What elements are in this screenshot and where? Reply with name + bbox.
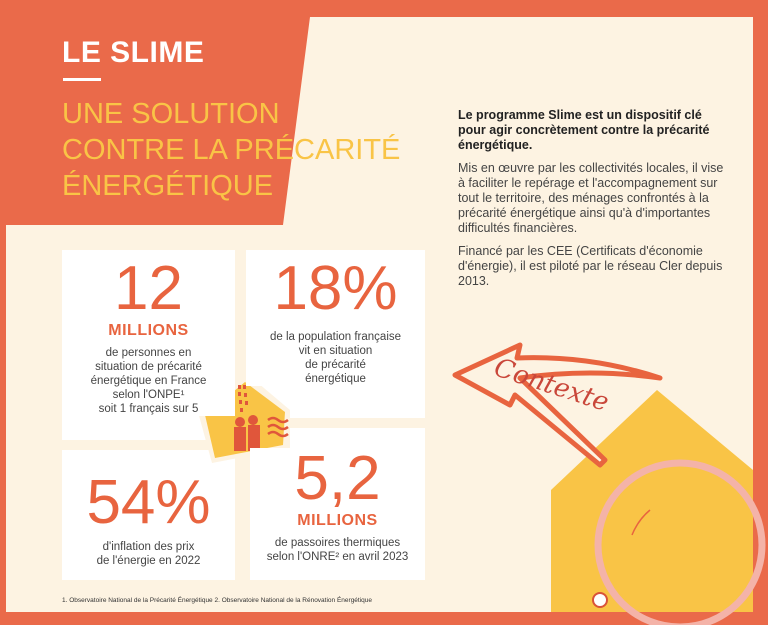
footnotes: 1. Observatoire National de la Précarité…	[62, 597, 373, 604]
stat-text: énergétique en France	[90, 375, 207, 387]
intro-lead: Le programme Slime est un dispositif clé…	[458, 108, 710, 152]
stat-text: de la population française	[269, 331, 402, 343]
bubble-highlight	[631, 509, 651, 536]
intro-paragraph-1: Mis en œuvre par les collectivités local…	[458, 161, 724, 235]
stat-text: de précarité	[305, 359, 366, 371]
stat-text: énergétique	[305, 373, 366, 385]
tiny-character-icon	[592, 592, 608, 608]
stat-unit: MILLIONS	[108, 322, 189, 339]
stat-card-18-percent: 18% de la population française vit en si…	[246, 258, 425, 386]
stat-text: situation de précarité	[95, 361, 202, 373]
stat-text: selon l'ONPE¹	[112, 389, 185, 401]
stat-text: soit 1 français sur 5	[98, 403, 199, 415]
stat-value: 5,2	[294, 444, 381, 513]
context-arrow-icon	[452, 342, 663, 468]
stat-card-12-millions: 12 MILLIONS de personnes en situation de…	[62, 258, 235, 416]
stat-card-5-2-millions: 5,2 MILLIONS de passoires thermiques sel…	[250, 448, 425, 564]
stat-value: 18%	[273, 254, 398, 323]
page-subtitle: UNE SOLUTION CONTRE LA PRÉCARITÉ ÉNERGÉT…	[62, 96, 422, 204]
page-title: LE SLIME	[62, 36, 205, 69]
bubble-decoration	[594, 459, 766, 625]
stat-value: 12	[114, 254, 183, 323]
title-divider	[63, 78, 101, 81]
stat-unit: MILLIONS	[297, 512, 378, 529]
stat-text: vit en situation	[298, 345, 373, 357]
subtitle-line: UNE SOLUTION	[62, 98, 280, 130]
stat-text: selon l'ONRE² en avril 2023	[266, 551, 409, 563]
subtitle-line: ÉNERGÉTIQUE	[62, 170, 274, 202]
stat-text: d'inflation des prix	[102, 541, 195, 553]
stat-value: 54%	[86, 468, 211, 537]
intro-paragraph-2: Financé par les CEE (Certificats d'écono…	[458, 244, 723, 288]
stat-text: de passoires thermiques	[274, 537, 401, 549]
intro-text: Le programme Slime est un dispositif clé…	[458, 108, 728, 297]
subtitle-line: CONTRE LA PRÉCARITÉ	[62, 134, 401, 166]
stat-card-54-percent: 54% d'inflation des prix de l'énergie en…	[62, 472, 235, 568]
stat-text: de personnes en	[105, 347, 192, 359]
stat-text: de l'énergie en 2022	[96, 555, 201, 567]
